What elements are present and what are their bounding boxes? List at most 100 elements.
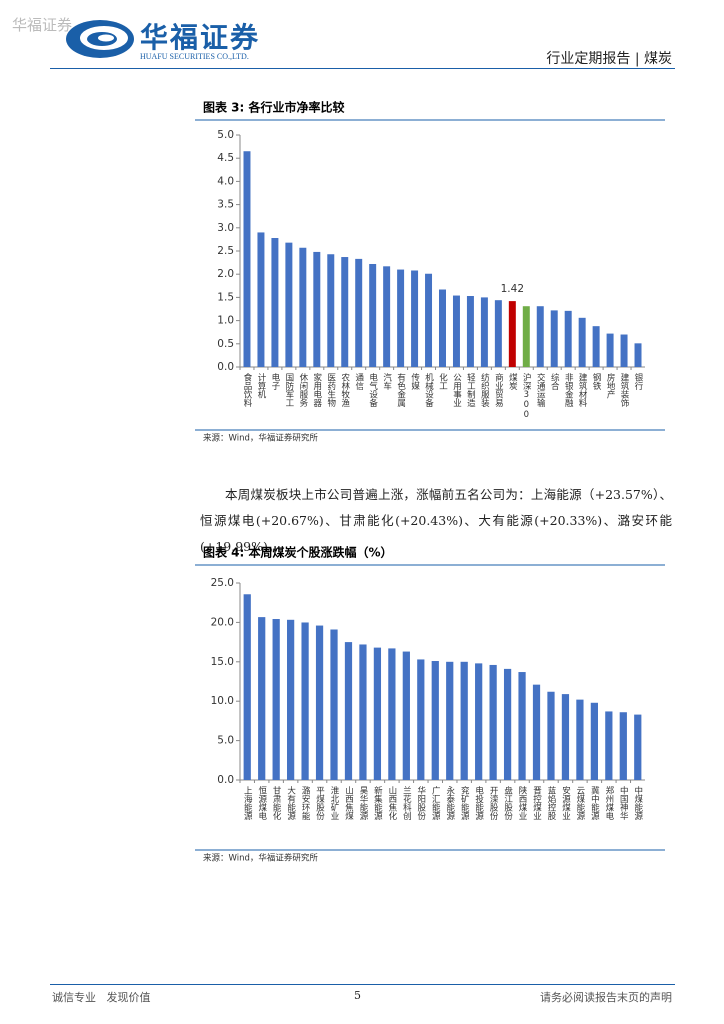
bar — [605, 711, 613, 780]
bar — [460, 661, 468, 780]
bar — [547, 691, 555, 780]
bar — [257, 232, 265, 367]
x-tick-label: 汽车 — [382, 372, 392, 391]
x-tick-label: 传媒 — [410, 372, 420, 391]
bar — [344, 642, 353, 780]
bar — [494, 300, 502, 367]
bar — [522, 306, 530, 367]
x-tick-label: 钢铁 — [591, 372, 601, 391]
x-tick-label: 建筑装饰 — [619, 372, 629, 408]
x-tick-label: 煤炭 — [507, 372, 517, 391]
bar — [330, 629, 338, 780]
bar — [402, 651, 410, 780]
y-tick-label: 1.0 — [217, 315, 234, 327]
bar — [452, 295, 460, 367]
bar — [634, 343, 642, 367]
bar — [576, 699, 584, 780]
bar — [243, 151, 251, 367]
x-tick-label: 恒源煤电 — [257, 785, 267, 820]
bar — [341, 257, 349, 367]
logo — [66, 20, 134, 58]
bar — [480, 297, 488, 367]
bar — [634, 714, 642, 780]
footer-left: 诚信专业 发现价值 — [52, 991, 151, 1004]
brand-en: HUAFU SECURITIES CO.,LTD. — [140, 52, 249, 61]
footer-line — [50, 984, 675, 985]
bar — [431, 661, 439, 780]
x-tick-label: 建筑材料 — [577, 372, 587, 408]
bar — [518, 672, 526, 780]
chart: 图表 3: 各行业市净率比较 0.0 0.5 1.0 1.5 2.0 2.5 3.0 3.5 4.… — [195, 100, 665, 443]
watermark: 华福证券 — [12, 16, 73, 34]
brand: 华福证券 — [140, 21, 261, 54]
x-tick-label: 银行 — [633, 372, 643, 391]
x-tick-label: 平煤股份 — [315, 786, 325, 821]
report-type: 行业定期报告 | 煤炭 — [546, 51, 672, 67]
bar — [301, 622, 309, 780]
y-tick-label: 2.0 — [217, 268, 234, 280]
x-tick-label: 电气设备 — [368, 372, 378, 408]
y-tick-label: 5.0 — [217, 129, 234, 141]
x-tick-label: 公用事业 — [451, 373, 461, 407]
bar — [561, 694, 570, 780]
bar — [373, 647, 382, 780]
x-tick-label: 云煤能源 — [575, 786, 585, 821]
y-tick-label: 2.5 — [217, 245, 234, 257]
x-tick-label: 昊华能源 — [358, 786, 368, 821]
x-tick-label: 陕西煤业 — [517, 785, 527, 820]
y-tick-label: 25.0 — [211, 577, 234, 589]
y-tick-label: 3.0 — [217, 222, 234, 234]
bar — [258, 617, 266, 780]
chart: 图表 4: 本周煤炭个股涨跌幅（%） 0.0 5.0 10.0 15.0 20.0 25.0… — [195, 545, 665, 864]
x-tick-label: 晋控煤业 — [532, 786, 542, 820]
header-line — [50, 68, 675, 69]
paragraph: 本周煤炭板块上市公司普遍上涨，涨幅前五名公司为：上海能源（+23.57%）、恒源… — [200, 487, 672, 554]
bar — [397, 269, 405, 367]
x-tick-label: 淮北矿业 — [329, 785, 339, 820]
y-tick-label: 0.0 — [217, 774, 234, 786]
y-tick-label: 0.0 — [217, 361, 234, 373]
footer-right: 请务必阅读报告末页的声明 — [540, 991, 672, 1004]
y-tick-label: 1.5 — [217, 291, 234, 303]
x-tick-label: 商业贸易 — [493, 372, 503, 408]
x-tick-label: 新集能源 — [372, 785, 382, 821]
bar — [287, 619, 295, 780]
x-tick-label: 国防军工 — [284, 373, 294, 407]
y-tick-label: 4.0 — [217, 175, 234, 187]
bar — [388, 648, 396, 780]
bar — [417, 659, 425, 780]
bar — [327, 254, 335, 367]
x-tick-label: 中煤能源 — [633, 785, 643, 821]
bar — [592, 326, 600, 367]
bar — [619, 712, 627, 780]
bar — [532, 684, 541, 780]
x-tick-label: 安源煤业 — [560, 785, 570, 820]
bar — [446, 661, 454, 780]
x-tick-label: 山西焦煤 — [343, 785, 353, 821]
x-tick-label: 电投能源 — [474, 785, 484, 821]
y-tick-label: 20.0 — [211, 616, 234, 628]
x-tick-label: 农林牧渔 — [340, 372, 350, 407]
x-tick-label: 机械设备 — [424, 372, 434, 408]
x-tick-label: 永泰能源 — [445, 785, 455, 821]
bar — [439, 289, 446, 367]
x-tick-label: 纺织服装 — [479, 372, 489, 408]
y-tick-label: 0.5 — [217, 338, 234, 350]
chart-title: 图表 3: 各行业市净率比较 — [203, 100, 345, 115]
x-tick-label: 化工 — [438, 372, 448, 390]
bar — [489, 664, 497, 780]
bar — [299, 247, 307, 367]
bar — [466, 296, 474, 367]
x-tick-label: 家用电器 — [312, 372, 322, 408]
x-tick-label: 盘江股份 — [503, 785, 513, 821]
bar — [475, 663, 483, 780]
x-tick-label: 沪深300 — [521, 372, 531, 420]
y-tick-label: 10.0 — [211, 695, 234, 707]
bar — [383, 266, 391, 367]
x-tick-label: 电子 — [270, 372, 280, 390]
x-tick-label: 医药生物 — [326, 373, 336, 408]
bar — [620, 334, 628, 367]
x-tick-label: 开滦股份 — [488, 786, 498, 821]
x-tick-label: 山西焦化 — [387, 785, 397, 821]
